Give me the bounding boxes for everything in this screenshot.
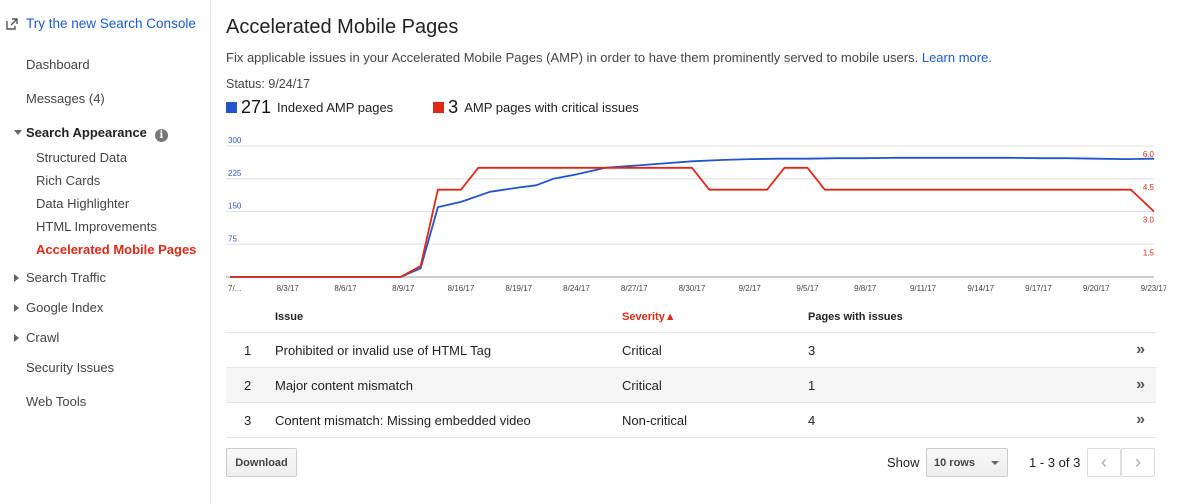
- row-index: 1: [244, 343, 252, 358]
- blue-swatch-icon: [226, 102, 237, 113]
- status-date: Status: 9/24/17: [226, 77, 311, 91]
- row-issue: Prohibited or invalid use of HTML Tag: [275, 343, 492, 358]
- collapsed-caret-icon[interactable]: [14, 274, 19, 282]
- collapsed-caret-icon[interactable]: [14, 334, 19, 342]
- row-pages: 4: [808, 413, 816, 428]
- table-header: Issue Severity▲ Pages with issues: [226, 304, 1156, 333]
- indexed-pages-line: [230, 156, 1155, 278]
- y-right-tick-label: 6.0: [1143, 150, 1155, 159]
- x-tick-label: 8/30/17: [679, 284, 706, 293]
- y-left-tick-label: 75: [228, 234, 237, 243]
- y-right-tick-label: 3.0: [1143, 216, 1155, 225]
- x-tick-label: 9/2/17: [739, 284, 762, 293]
- row-pages: 1: [808, 378, 816, 393]
- x-tick-label: 8/3/17: [277, 284, 300, 293]
- sidebar-item-dashboard[interactable]: Dashboard: [26, 57, 90, 72]
- y-right-tick-label: 4.5: [1143, 183, 1155, 192]
- header-severity[interactable]: Severity▲: [622, 311, 676, 323]
- sidebar-item-html-improvements[interactable]: HTML Improvements: [36, 219, 157, 234]
- legend-indexed-pages[interactable]: 271 Indexed AMP pages: [226, 97, 393, 118]
- header-issue[interactable]: Issue: [275, 311, 304, 323]
- x-tick-label: 9/11/17: [910, 284, 937, 293]
- x-tick-label: 9/8/17: [854, 284, 877, 293]
- sidebar-item-search-appearance[interactable]: Search Appearance i: [26, 125, 168, 142]
- x-tick-label: 9/23/17: [1141, 284, 1166, 293]
- amp-pages-line-chart[interactable]: 300 6.0 225 4.5 150 3.0 75 1.5 7/... 8/3/17 8/6/17…: [226, 136, 1166, 296]
- sidebar-item-search-traffic[interactable]: Search Traffic: [26, 270, 106, 285]
- info-icon[interactable]: i: [154, 129, 168, 142]
- previous-page-button[interactable]: ‹: [1087, 448, 1121, 477]
- expanded-caret-icon[interactable]: [14, 130, 22, 135]
- x-tick-label: 8/9/17: [392, 284, 415, 293]
- table-row[interactable]: 2 Major content mismatch Critical 1 »: [226, 368, 1156, 403]
- y-right-tick-label: 1.5: [1143, 248, 1155, 257]
- x-tick-label: 7/...: [228, 284, 241, 293]
- description-text: Fix applicable issues in your Accelerate…: [226, 50, 919, 65]
- row-severity: Non-critical: [622, 413, 688, 428]
- try-new-search-console-link[interactable]: Try the new Search Console: [6, 16, 196, 31]
- try-new-search-console-label: Try the new Search Console: [26, 16, 196, 31]
- sidebar-item-data-highlighter[interactable]: Data Highlighter: [36, 196, 130, 211]
- x-tick-label: 9/14/17: [967, 284, 994, 293]
- x-tick-label: 9/5/17: [796, 284, 819, 293]
- x-tick-label: 8/16/17: [448, 284, 475, 293]
- sidebar-item-rich-cards[interactable]: Rich Cards: [36, 173, 101, 188]
- sidebar-item-web-tools[interactable]: Web Tools: [26, 394, 87, 409]
- sidebar-item-accelerated-mobile-pages[interactable]: Accelerated Mobile Pages: [36, 242, 197, 257]
- y-left-tick-label: 150: [228, 202, 242, 211]
- x-tick-label: 8/6/17: [334, 284, 357, 293]
- x-tick-label: 8/24/17: [563, 284, 590, 293]
- chevron-right-icon[interactable]: »: [1136, 411, 1145, 428]
- chevron-right-icon[interactable]: »: [1136, 376, 1145, 393]
- issues-table: Issue Severity▲ Pages with issues 1 Proh…: [226, 304, 1156, 438]
- external-link-icon: [6, 17, 18, 30]
- row-pages: 3: [808, 343, 816, 358]
- table-row[interactable]: 1 Prohibited or invalid use of HTML Tag …: [226, 333, 1156, 368]
- x-tick-label: 8/19/17: [505, 284, 532, 293]
- table-row[interactable]: 3 Content mismatch: Missing embedded vid…: [226, 403, 1156, 438]
- critical-count: 3: [448, 97, 459, 117]
- y-left-tick-label: 225: [228, 169, 242, 178]
- show-label: Show: [887, 455, 920, 470]
- sidebar: Try the new Search Console Dashboard Mes…: [0, 0, 211, 504]
- x-tick-label: 9/17/17: [1025, 284, 1052, 293]
- collapsed-caret-icon[interactable]: [14, 304, 19, 312]
- red-swatch-icon: [433, 102, 445, 113]
- x-tick-label: 9/20/17: [1083, 284, 1110, 293]
- row-severity: Critical: [622, 343, 662, 358]
- row-issue: Major content mismatch: [275, 378, 413, 393]
- sidebar-item-security-issues[interactable]: Security Issues: [26, 360, 115, 375]
- critical-issues-line: [230, 166, 1155, 278]
- page-title: Accelerated Mobile Pages: [226, 16, 459, 38]
- sidebar-item-crawl[interactable]: Crawl: [26, 330, 60, 345]
- indexed-label: Indexed AMP pages: [277, 100, 394, 115]
- row-index: 3: [244, 413, 252, 428]
- critical-label: AMP pages with critical issues: [464, 100, 639, 115]
- chart-legend: 271 Indexed AMP pages 3 AMP pages with c…: [226, 97, 679, 118]
- indexed-count: 271: [241, 97, 272, 117]
- learn-more-link[interactable]: Learn more.: [921, 50, 992, 65]
- row-index: 2: [244, 378, 252, 393]
- sidebar-item-messages[interactable]: Messages (4): [26, 91, 105, 106]
- header-pages-with-issues[interactable]: Pages with issues: [808, 311, 903, 323]
- rows-per-page-select[interactable]: 10 rows: [926, 448, 1008, 477]
- sidebar-item-google-index[interactable]: Google Index: [26, 300, 104, 315]
- next-page-button[interactable]: ›: [1121, 448, 1155, 477]
- search-appearance-label: Search Appearance: [26, 125, 147, 140]
- rows-per-page-value: 10 rows: [934, 456, 975, 469]
- row-severity: Critical: [622, 378, 662, 393]
- main-content: Accelerated Mobile Pages Fix applicable …: [226, 0, 1166, 504]
- sidebar-item-structured-data[interactable]: Structured Data: [36, 150, 128, 165]
- chevron-down-icon: [991, 461, 999, 465]
- page-description: Fix applicable issues in your Accelerate…: [226, 50, 992, 65]
- download-button[interactable]: Download: [226, 448, 297, 477]
- chevron-right-icon[interactable]: »: [1136, 341, 1145, 358]
- pagination-range: 1 - 3 of 3: [1029, 455, 1081, 470]
- row-issue: Content mismatch: Missing embedded video: [275, 413, 531, 428]
- legend-critical-issues[interactable]: 3 AMP pages with critical issues: [433, 97, 639, 118]
- y-left-tick-label: 300: [228, 136, 242, 145]
- x-tick-label: 8/27/17: [621, 284, 648, 293]
